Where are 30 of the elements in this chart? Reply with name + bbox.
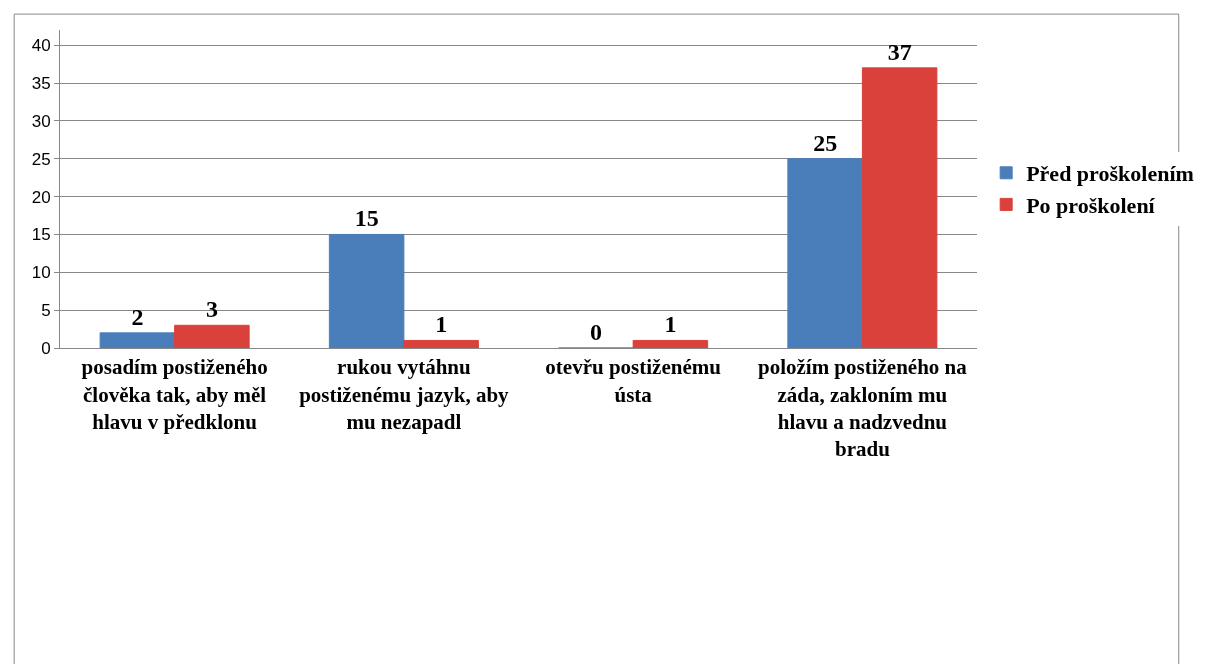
y-tick-label: 40 [31, 36, 51, 56]
y-tick-label: 0 [41, 338, 51, 358]
bar [787, 158, 863, 348]
y-tick-label: 5 [41, 301, 51, 321]
data-label: 2 [131, 303, 144, 330]
bar [99, 332, 176, 348]
bar [174, 324, 250, 348]
y-tick-label: 15 [31, 225, 51, 245]
data-label: 15 [354, 205, 379, 232]
data-label: 25 [813, 129, 838, 156]
x-tick-label: posadím postiženého člověka tak, aby měl hlavu v předklonu [81, 355, 268, 434]
x-tick-label: otevřu postiženému ústa [545, 355, 722, 407]
x-tick-label: položím postiženého na záda, zakloním mu hlavu a nadzvednu bradu [757, 355, 968, 462]
bar [403, 339, 479, 348]
bar [861, 67, 938, 348]
y-tick-label: 35 [31, 73, 51, 93]
data-label: 1 [435, 311, 448, 338]
data-label: 1 [664, 311, 677, 338]
y-tick-label: 30 [31, 111, 51, 131]
x-tick-label: rukou vytáhnu postiženému jazyk, aby mu nezapadl [299, 355, 510, 434]
y-tick-label: 20 [31, 187, 51, 207]
data-label: 37 [887, 38, 912, 65]
y-tick-label: 10 [31, 263, 51, 283]
data-label: 3 [205, 296, 218, 323]
data-label: 0 [589, 319, 602, 345]
legend-label: Po proškolení [1026, 192, 1156, 218]
legend-label: Před proškolením [1026, 161, 1194, 187]
y-tick-label: 25 [31, 149, 51, 169]
bar [632, 339, 709, 348]
bar [328, 233, 405, 348]
